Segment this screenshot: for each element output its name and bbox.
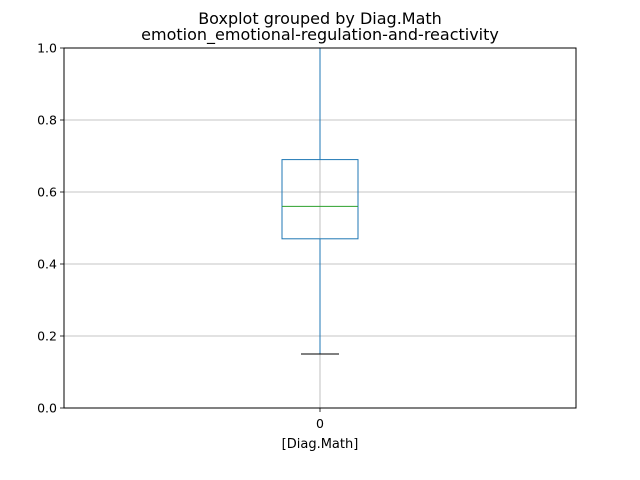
y-tick-label: 0.4 xyxy=(37,257,57,272)
y-tick-label: 0.8 xyxy=(37,113,57,128)
y-tick-label: 0.2 xyxy=(37,329,57,344)
iqr-box xyxy=(281,159,359,240)
chart-subtitle: emotion_emotional-regulation-and-reactiv… xyxy=(141,25,499,45)
x-axis-label: [Diag.Math] xyxy=(282,437,359,452)
y-tick-label: 1.0 xyxy=(37,41,57,56)
axis-ticks: 0.0 0.2 0.4 0.6 0.8 1.0 0 xyxy=(37,41,324,432)
y-tick-label: 0.0 xyxy=(37,401,57,416)
chart-title: Boxplot grouped by Diag.Math xyxy=(198,9,442,28)
y-tick-label: 0.6 xyxy=(37,185,57,200)
x-tick-label: 0 xyxy=(316,416,324,431)
